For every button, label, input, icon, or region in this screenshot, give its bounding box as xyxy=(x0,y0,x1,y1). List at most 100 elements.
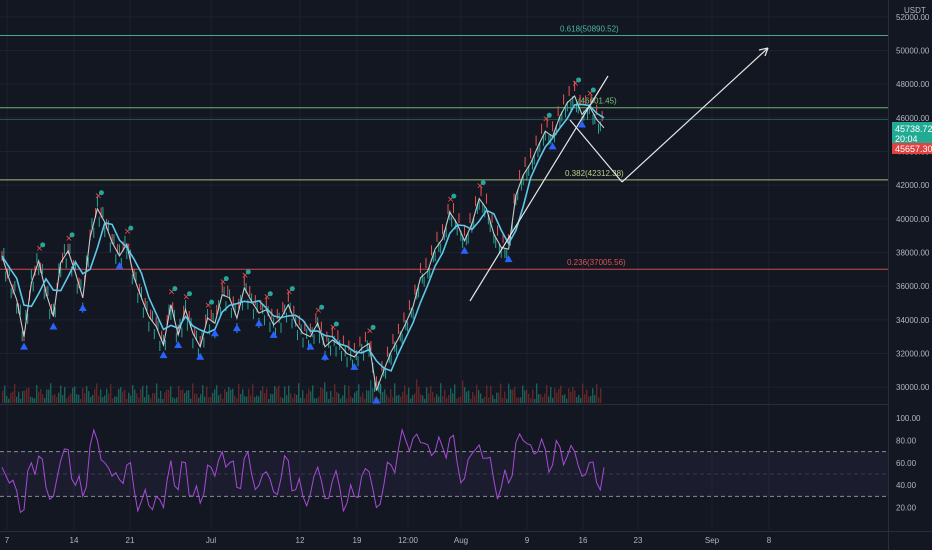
rsi-axis-tick: 80.00 xyxy=(896,436,917,445)
volume-bar xyxy=(578,394,580,403)
volume-bar xyxy=(216,385,218,403)
volume-bar xyxy=(284,386,286,403)
volume-bar xyxy=(368,390,370,403)
volume-bar xyxy=(352,398,354,403)
volume-bar xyxy=(592,388,594,403)
last-price-tag: 45738.72 20:04 xyxy=(892,122,932,144)
volume-bar xyxy=(334,383,336,403)
volume-bar xyxy=(522,385,524,403)
volume-bar xyxy=(138,397,140,403)
buy-signal-marker xyxy=(174,340,183,348)
volume-bar xyxy=(526,389,528,403)
volume-bar xyxy=(254,397,256,403)
volume-bar xyxy=(88,391,90,403)
volume-bar xyxy=(150,398,152,403)
volume-bar xyxy=(416,379,418,403)
volume-bar xyxy=(402,392,404,403)
volume-bar xyxy=(120,387,122,403)
volume-bar xyxy=(10,392,12,403)
volume-bar xyxy=(594,395,596,403)
volume-bar xyxy=(542,397,544,403)
volume-bar xyxy=(16,396,18,403)
price-axis-tick: 46000.00 xyxy=(896,114,930,123)
trendline-drawings[interactable] xyxy=(469,47,769,302)
volume-bar xyxy=(306,393,308,403)
sell-signal-marker: × xyxy=(36,244,44,254)
time-axis-tick: 8 xyxy=(767,536,772,545)
sell-signal-marker: × xyxy=(168,288,176,298)
signal-dot xyxy=(40,242,46,248)
volume-bar xyxy=(580,397,582,403)
volume-bar xyxy=(540,394,542,403)
volume-bar xyxy=(42,394,44,403)
time-axis-tick: 7 xyxy=(5,536,10,545)
volume-bar xyxy=(76,394,78,403)
last-price-value: 45738.72 xyxy=(895,124,932,134)
volume-bar xyxy=(360,396,362,403)
volume-bar xyxy=(80,398,82,403)
volume-bar xyxy=(428,393,430,403)
price-axis-tick: 36000.00 xyxy=(896,282,930,291)
volume-bar xyxy=(504,391,506,403)
price-axis-tick: 42000.00 xyxy=(896,181,930,190)
sell-signal-marker: × xyxy=(329,323,337,333)
volume-bar xyxy=(536,383,538,403)
volume-bar xyxy=(574,390,576,403)
volume-bar xyxy=(396,395,398,403)
sell-signal-marker: × xyxy=(65,234,73,244)
volume-bar xyxy=(432,391,434,403)
quote-currency-label: USDT xyxy=(904,6,926,15)
volume-bar xyxy=(300,397,302,403)
volume-bar xyxy=(554,388,556,403)
volume-bar xyxy=(308,388,310,403)
volume-bar xyxy=(436,394,438,403)
volume-bar xyxy=(178,385,180,403)
volume-bar xyxy=(550,386,552,403)
volume-bar xyxy=(256,395,258,403)
price-axis-tick: 40000.00 xyxy=(896,215,930,224)
volume-bar xyxy=(460,396,462,403)
volume-bar xyxy=(302,390,304,403)
price-axis-tick: 30000.00 xyxy=(896,383,930,392)
volume-bar xyxy=(4,385,6,403)
volume-bar xyxy=(278,385,280,403)
volume-bar xyxy=(220,393,222,403)
volume-bar xyxy=(292,397,294,403)
volume-bar xyxy=(168,389,170,403)
volume-bar xyxy=(448,394,450,403)
signal-dot xyxy=(451,193,457,199)
volume-bar xyxy=(252,383,254,403)
time-axis-tick: 16 xyxy=(579,536,588,545)
volume-bar xyxy=(12,391,14,403)
volume-bar xyxy=(442,396,444,403)
time-axis-tick: Aug xyxy=(454,536,468,545)
volume-bar xyxy=(328,398,330,403)
low-price-value: 45657.30 xyxy=(895,144,932,154)
volume-bar xyxy=(84,393,86,403)
volume-bar xyxy=(214,389,216,403)
buy-signal-marker xyxy=(269,330,278,338)
volume-bar xyxy=(372,388,374,403)
time-axis-tick: 9 xyxy=(525,536,530,545)
volume-bar xyxy=(538,394,540,403)
volume-bar xyxy=(60,385,62,403)
volume-bar xyxy=(354,392,356,403)
volume-bar xyxy=(82,387,84,403)
volume-bar xyxy=(206,386,208,403)
volume-bar xyxy=(456,398,458,403)
volume-bar xyxy=(322,388,324,403)
fib-level-label: (46601.45) xyxy=(578,97,617,106)
projection-arrow-line xyxy=(621,47,769,183)
volume-bar xyxy=(572,386,574,403)
volume-bar xyxy=(484,396,486,403)
volume-bar xyxy=(598,397,600,403)
buy-signal-marker xyxy=(49,322,58,330)
volume-bar xyxy=(440,383,442,403)
sell-signal-marker: × xyxy=(366,326,374,336)
volume-bar xyxy=(434,397,436,403)
volume-bar xyxy=(566,398,568,403)
volume-bar xyxy=(62,394,64,403)
price-axis-tick: 48000.00 xyxy=(896,80,930,89)
